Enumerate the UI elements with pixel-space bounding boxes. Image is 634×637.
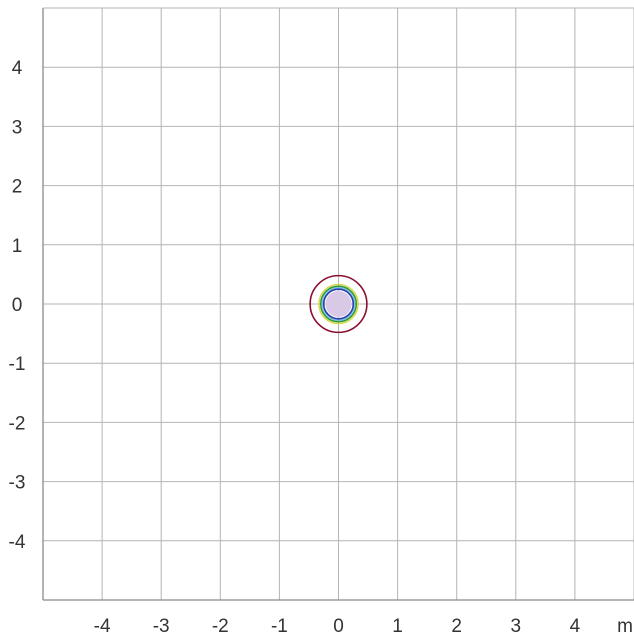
contour-5: [309, 274, 368, 334]
x-tick-label: 4: [570, 616, 581, 637]
x-tick-label: 0: [333, 616, 344, 637]
contours: [309, 274, 368, 334]
y-tick-label: 3: [12, 117, 23, 138]
x-tick-label: 2: [451, 616, 462, 637]
x-tick-label: -4: [94, 616, 111, 637]
y-tick-label: 4: [12, 58, 23, 79]
contour-4: [322, 288, 355, 320]
x-tick-label: -2: [212, 616, 229, 637]
axes: [42, 8, 634, 601]
x-tick-label: 3: [511, 616, 522, 637]
x-unit-label: m: [617, 616, 633, 637]
y-tick-label: -2: [9, 413, 26, 434]
y-tick-label: -4: [9, 532, 26, 553]
x-tick-label: -1: [271, 616, 288, 637]
filled-disc-0: [325, 290, 352, 318]
y-tick-label: 0: [12, 295, 23, 316]
contour-3: [319, 285, 358, 323]
y-tick-label: 2: [12, 177, 23, 198]
contour-1: [321, 287, 356, 321]
tick-labels: -4 -3 -2 -1 0 1 2 3 4 m 4 3 2 1 0 -1 -2 -3 -4: [9, 58, 633, 637]
y-tick-label: 1: [12, 236, 23, 257]
contour-2: [318, 283, 359, 325]
x-tick-label: 1: [392, 616, 403, 637]
y-tick-label: -1: [9, 354, 26, 375]
y-tick-label: -3: [9, 473, 26, 494]
x-tick-label: -3: [153, 616, 170, 637]
